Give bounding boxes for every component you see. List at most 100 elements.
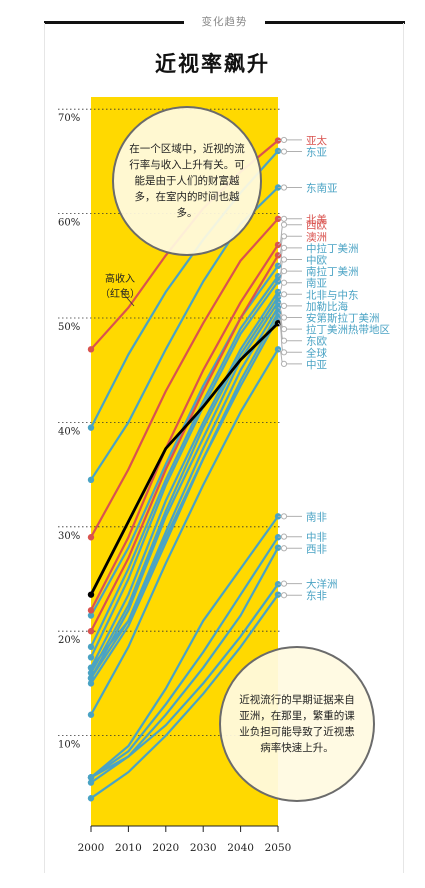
series-label-全球: 全球: [306, 346, 327, 359]
x-tick-label: 2020: [152, 842, 179, 854]
series-label-中亚: 中亚: [306, 358, 327, 371]
series-start-point-中欧: [87, 643, 95, 651]
series-line-北非与中东: [89, 296, 280, 675]
top-rule-right: [265, 21, 405, 24]
y-tick-label: 20%: [58, 635, 80, 646]
series-line-拉丁美洲热带地区: [89, 311, 280, 685]
series-line-大洋洲: [89, 583, 280, 779]
leader-dot-拉丁美洲热带地区: [280, 326, 288, 333]
series-label-中欧: 中欧: [306, 254, 327, 267]
series-line-中欧: [89, 275, 280, 649]
leader-dot-安第斯拉丁美洲: [280, 314, 288, 321]
leader-dot-西非: [280, 545, 288, 552]
series-start-point-北美: [87, 534, 95, 541]
chart-title: 近视率飙升: [155, 51, 270, 76]
series-label-大洋洲: 大洋洲: [306, 578, 338, 591]
series-start-point-拉丁美洲热带地区: [87, 680, 95, 687]
series-start-point-澳洲: [87, 628, 95, 635]
series-label-亚太: 亚太: [306, 134, 327, 147]
series-label-拉丁美洲热带地区: 拉丁美洲热带地区: [306, 323, 390, 336]
top-rule-left: [44, 21, 184, 24]
y-tick-label: 70%: [58, 113, 80, 124]
leader-dot-北美: [280, 215, 288, 222]
y-tick-label: 50%: [58, 322, 80, 333]
series-label-西非: 西非: [306, 543, 327, 555]
series-line-东欧: [89, 316, 280, 669]
leader-dot-大洋洲: [280, 580, 288, 587]
section-tag: 变化趋势: [201, 16, 248, 28]
series-label-南亚: 南亚: [306, 277, 327, 290]
series-label-西欧: 西欧: [306, 220, 327, 232]
series-label-东南亚: 东南亚: [306, 182, 338, 195]
leader-dot-中亚: [280, 360, 288, 368]
x-tick-label: 2010: [115, 842, 142, 854]
series-line-北美: [89, 217, 280, 539]
leader-dot-南亚: [280, 279, 288, 286]
series-line-西欧: [89, 243, 280, 612]
series-start-point-东南亚: [87, 476, 95, 484]
leader-dot-亚太: [280, 136, 288, 144]
y-tick-label: 40%: [58, 426, 80, 437]
series-label-南拉丁美洲: 南拉丁美洲: [306, 265, 359, 278]
series-start-point-东亚: [87, 424, 95, 431]
series-start-point-中拉丁美洲: [87, 612, 95, 619]
x-tick-label: 2050: [265, 842, 292, 854]
leader-dot-中拉丁美洲: [280, 244, 288, 252]
series-start-point-大洋洲: [87, 774, 95, 781]
leader-dot-北非与中东: [280, 291, 288, 298]
series-line-南拉丁美洲: [89, 280, 280, 659]
x-tick-label: 2030: [190, 842, 217, 854]
series-line-加勒比海: [89, 301, 280, 680]
series-label-北非与中东: 北非与中东: [306, 288, 359, 301]
callout-asia-text: 近视流行的早期证据来自亚洲，在那里，繁重的课业负担可能导致了近视患病率快速上升。: [239, 694, 355, 754]
series-label-中非: 中非: [306, 531, 327, 544]
series-start-point-西欧: [87, 607, 95, 614]
series-line-全球: [89, 321, 280, 597]
series-start-point-西非: [87, 779, 95, 786]
series-label-安第斯拉丁美洲: 安第斯拉丁美洲: [306, 312, 380, 325]
series-start-point-东欧: [87, 664, 95, 671]
leader-dot-东亚: [280, 148, 288, 155]
series-start-point-中亚: [87, 711, 95, 718]
series-start-point-全球: [87, 591, 95, 598]
y-tick-label: 30%: [58, 531, 80, 542]
series-line-东非: [89, 593, 280, 800]
callout-income-text: 在一个区域中，近视的流行率与收入上升有关。可能是由于人们的财富越多，在室内的时间…: [129, 143, 245, 219]
series-line-南非: [89, 515, 280, 779]
series-label-中拉丁美洲: 中拉丁美洲: [306, 242, 359, 255]
series-start-point-南拉丁美洲: [87, 654, 95, 661]
series-line-南亚: [89, 290, 280, 669]
leader-dot-东欧: [280, 337, 288, 344]
leader-dot-澳洲: [280, 233, 288, 240]
x-tick-label: 2040: [227, 842, 254, 854]
series-label-东欧: 东欧: [306, 335, 327, 348]
leader-dot-全球: [280, 349, 288, 356]
leader-dot-东非: [280, 592, 288, 599]
x-tick-label: 2000: [78, 842, 105, 854]
series-start-point-亚太: [87, 346, 95, 353]
leader-dot-南非: [280, 513, 288, 520]
series-label-澳洲: 澳洲: [306, 230, 327, 243]
series-label-东非: 东非: [306, 589, 327, 602]
series-line-中非: [89, 536, 280, 779]
leader-dot-西欧: [280, 221, 288, 228]
content-frame: [44, 23, 404, 873]
series-start-point-东非: [87, 795, 95, 802]
y-tick-label: 60%: [58, 218, 80, 229]
callout-asia: 近视流行的早期证据来自亚洲，在那里，繁重的课业负担可能导致了近视患病率快速上升。: [219, 646, 375, 802]
callout-income: 在一个区域中，近视的流行率与收入上升有关。可能是由于人们的财富越多，在室内的时间…: [112, 106, 262, 256]
series-label-东亚: 东亚: [306, 146, 327, 159]
series-line-澳洲: [89, 254, 280, 633]
leader-dot-加勒比海: [280, 302, 288, 310]
y-tick-label: 10%: [58, 740, 80, 751]
leader-dot-中欧: [280, 256, 288, 263]
series-label-南非: 南非: [306, 510, 327, 523]
leader-dot-东南亚: [280, 184, 288, 191]
leader-dot-中非: [280, 533, 288, 540]
series-label-加勒比海: 加勒比海: [306, 300, 348, 313]
series-label-北美: 北美: [306, 213, 327, 226]
leader-dot-南拉丁美洲: [280, 268, 288, 275]
series-line-中亚: [89, 348, 280, 716]
high-income-leader: [121, 291, 135, 307]
high-income-annotation: 高收入（红色）: [100, 274, 140, 300]
